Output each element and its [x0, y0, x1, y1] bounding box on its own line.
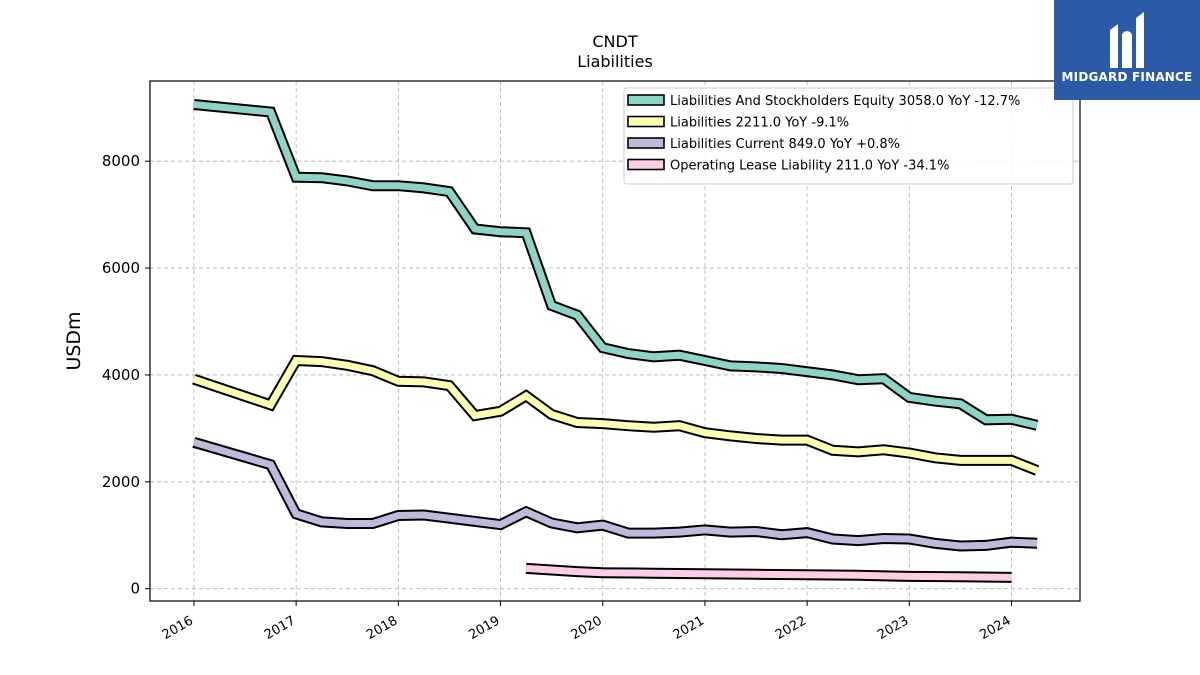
series-core [525, 564, 1012, 581]
legend-swatch [627, 158, 665, 171]
legend-label: Liabilities Current 849.0 YoY +0.8% [670, 137, 900, 152]
legend-label: Liabilities And Stockholders Equity 3058… [670, 94, 1020, 109]
legend-label: Liabilities 2211.0 YoY -9.1% [670, 116, 849, 131]
y-tick-label: 6000 [102, 259, 140, 277]
logo-mark-icon [1110, 12, 1144, 68]
series-core [192, 438, 1038, 550]
legend-swatch [627, 94, 665, 106]
legend-label: Operating Lease Liability 211.0 YoY -34.… [670, 159, 949, 174]
y-tick-label: 0 [130, 580, 140, 598]
y-tick-label: 4000 [102, 366, 140, 384]
legend-box [623, 87, 1074, 185]
y-tick-label: 2000 [102, 473, 140, 491]
series-core [192, 356, 1039, 474]
plot-frame [149, 80, 1081, 602]
series-group [192, 99, 1040, 583]
legend: Liabilities And Stockholders Equity 3058… [623, 87, 1074, 185]
series-line-3 [192, 437, 1038, 552]
series-line-2 [192, 354, 1040, 476]
legend-swatch [627, 115, 665, 128]
legend-swatch [627, 137, 665, 149]
y-axis-label: USDm [63, 311, 85, 370]
series-line-4 [525, 562, 1012, 583]
series-line-1 [193, 99, 1039, 431]
series-core [193, 101, 1038, 429]
logo-text: MIDGARD FINANCE [1061, 70, 1193, 84]
chart-title: CNDT [592, 32, 637, 51]
chart-subtitle: Liabilities [577, 52, 653, 71]
y-tick-label: 8000 [102, 152, 140, 170]
midgard-finance-logo: MIDGARD FINANCE [1054, 0, 1200, 100]
